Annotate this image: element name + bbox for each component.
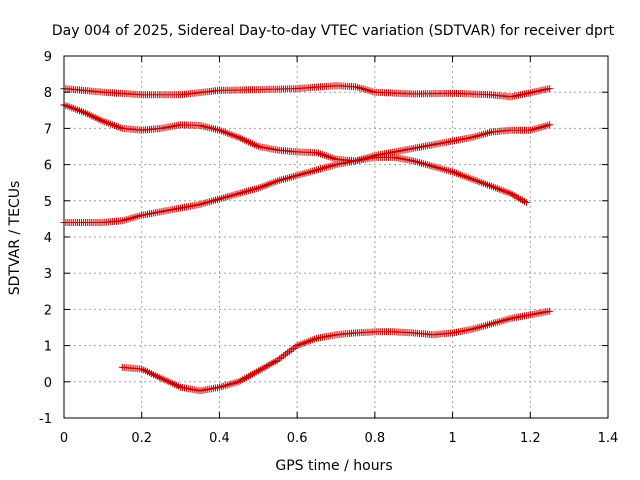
y-tick-label: 9 [44,50,52,65]
y-tick-label: 1 [44,340,52,355]
y-tick-label: 4 [44,231,52,246]
y-tick-label: 7 [44,122,52,137]
series-markers [60,101,530,207]
ticks-layer [63,55,609,419]
series-markers [60,82,554,101]
x-tick-label: 0 [60,431,68,446]
x-tick-label: 1.4 [598,431,619,446]
series-satellite-track-4 [118,307,554,395]
series-markers [118,307,554,395]
x-tick-label: 0.2 [131,431,152,446]
y-tick-label: -1 [39,412,52,427]
series-layer [60,82,554,395]
y-axis-label: SDTVAR / TECUs [7,181,23,296]
chart-title: Day 004 of 2025, Sidereal Day-to-day VTE… [52,23,615,39]
series-satellite-track-1 [60,82,554,101]
y-tick-label: 3 [44,267,52,282]
y-tick-label: 5 [44,195,52,210]
x-tick-label: 0.8 [365,431,386,446]
y-tick-label: 0 [44,376,52,391]
series-markers [60,121,554,226]
series-satellite-track-2 [60,101,530,207]
y-tick-label: 2 [44,303,52,318]
x-tick-labels: 0 0.2 0.4 0.6 0.8 1 1.2 1.4 [60,431,618,446]
y-tick-labels: -1 0 1 2 3 4 5 6 7 8 9 [39,50,52,427]
x-tick-label: 0.4 [209,431,230,446]
x-tick-label: 0.6 [287,431,308,446]
grid-layer [64,56,608,418]
x-axis-label: GPS time / hours [275,458,392,474]
x-tick-label: 1.2 [520,431,541,446]
series-satellite-track-3 [60,121,554,226]
y-tick-label: 6 [44,159,52,174]
y-tick-label: 8 [44,86,52,101]
x-tick-label: 1 [448,431,456,446]
